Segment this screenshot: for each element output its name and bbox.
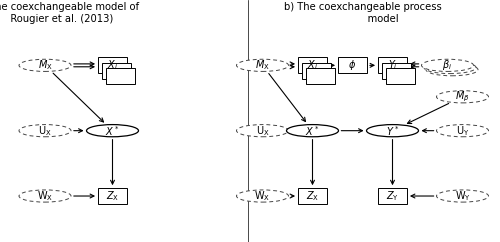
Text: $Y^*$: $Y^*$	[386, 124, 399, 138]
Text: $\beta_i$: $\beta_i$	[442, 58, 452, 72]
Ellipse shape	[86, 125, 139, 137]
Ellipse shape	[19, 59, 71, 71]
Bar	[302, 63, 331, 78]
Text: $X^*$: $X^*$	[306, 124, 320, 138]
Text: $X_i$: $X_i$	[107, 58, 118, 72]
Text: $Z_{\mathrm{X}}$: $Z_{\mathrm{X}}$	[106, 189, 119, 203]
Text: b) The coexchangeable process
             model: b) The coexchangeable process model	[284, 2, 442, 24]
Bar	[106, 68, 135, 84]
Ellipse shape	[426, 64, 478, 76]
Text: $X_i$: $X_i$	[307, 58, 318, 72]
Text: $M_{\beta}$: $M_{\beta}$	[455, 90, 470, 104]
Text: $\mathrm{U}_{\mathrm{Y}}$: $\mathrm{U}_{\mathrm{Y}}$	[456, 124, 469, 138]
Bar	[378, 57, 407, 73]
Ellipse shape	[236, 59, 288, 71]
Text: $\phi$: $\phi$	[348, 58, 356, 72]
Ellipse shape	[19, 125, 71, 137]
Bar	[306, 68, 335, 84]
Ellipse shape	[236, 190, 288, 202]
Text: $\mathrm{U}_{\mathrm{X}}$: $\mathrm{U}_{\mathrm{X}}$	[38, 124, 52, 138]
Bar	[298, 188, 327, 204]
Bar	[378, 188, 407, 204]
Text: $\mathrm{W}_{\mathrm{X}}$: $\mathrm{W}_{\mathrm{X}}$	[37, 189, 53, 203]
Text: $Y_i$: $Y_i$	[388, 58, 398, 72]
Text: $Z_{\mathrm{X}}$: $Z_{\mathrm{X}}$	[306, 189, 319, 203]
Bar	[298, 57, 327, 73]
Ellipse shape	[19, 190, 71, 202]
Text: a) The coexchangeable model of
   Rougier et al. (2013): a) The coexchangeable model of Rougier e…	[0, 2, 139, 24]
Bar	[98, 188, 127, 204]
Ellipse shape	[236, 125, 288, 137]
Bar	[102, 63, 131, 78]
Text: $\mathrm{W}_{\mathrm{Y}}$: $\mathrm{W}_{\mathrm{Y}}$	[454, 189, 470, 203]
Ellipse shape	[436, 91, 488, 103]
Text: $Z_{\mathrm{Y}}$: $Z_{\mathrm{Y}}$	[386, 189, 399, 203]
Ellipse shape	[436, 190, 488, 202]
Ellipse shape	[422, 59, 474, 71]
Text: $\mathrm{U}_{\mathrm{X}}$: $\mathrm{U}_{\mathrm{X}}$	[256, 124, 270, 138]
Text: $\mathrm{W}_{\mathrm{X}}$: $\mathrm{W}_{\mathrm{X}}$	[254, 189, 270, 203]
Ellipse shape	[286, 125, 339, 137]
Bar	[98, 57, 127, 73]
Ellipse shape	[424, 61, 476, 74]
Ellipse shape	[436, 125, 488, 137]
Text: $M_{\mathrm{X}}$: $M_{\mathrm{X}}$	[38, 58, 52, 72]
Bar	[382, 63, 411, 78]
Ellipse shape	[366, 125, 418, 137]
Text: $M_{\mathrm{X}}$: $M_{\mathrm{X}}$	[255, 58, 270, 72]
Text: $X^*$: $X^*$	[106, 124, 120, 138]
Bar	[386, 68, 415, 84]
Bar	[338, 57, 367, 73]
